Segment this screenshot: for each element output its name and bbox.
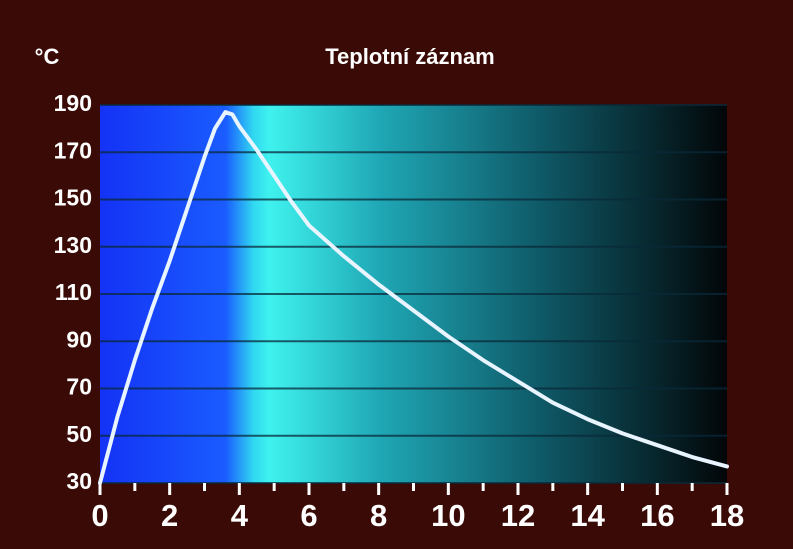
x-tick-label: 0: [91, 498, 108, 533]
x-tick-label: 2: [161, 498, 178, 533]
y-tick-label: 110: [55, 279, 92, 305]
x-tick-label: 10: [431, 498, 465, 533]
y-tick-label: 30: [66, 468, 92, 494]
y-tick-label: 70: [66, 374, 92, 400]
x-tick-label: 6: [300, 498, 317, 533]
x-tick-label: 16: [640, 498, 674, 533]
chart-title: Teplotní záznam: [325, 44, 495, 69]
y-tick-label: 150: [54, 185, 92, 211]
line: [98, 110, 729, 485]
x-tick-label: 4: [231, 498, 249, 533]
x-tick-label: 12: [501, 498, 535, 533]
x-tick-label: 14: [570, 498, 605, 533]
y-tick-label: 170: [54, 137, 92, 163]
x-tick-label: 8: [370, 498, 387, 533]
y-tick-label: 130: [54, 232, 92, 258]
x-tick-label: 18: [710, 498, 744, 533]
y-tick-label: 190: [54, 90, 92, 116]
y-axis-label: °C: [35, 44, 60, 69]
y-tick-label: 90: [66, 326, 92, 352]
y-tick-label: 50: [66, 421, 92, 447]
